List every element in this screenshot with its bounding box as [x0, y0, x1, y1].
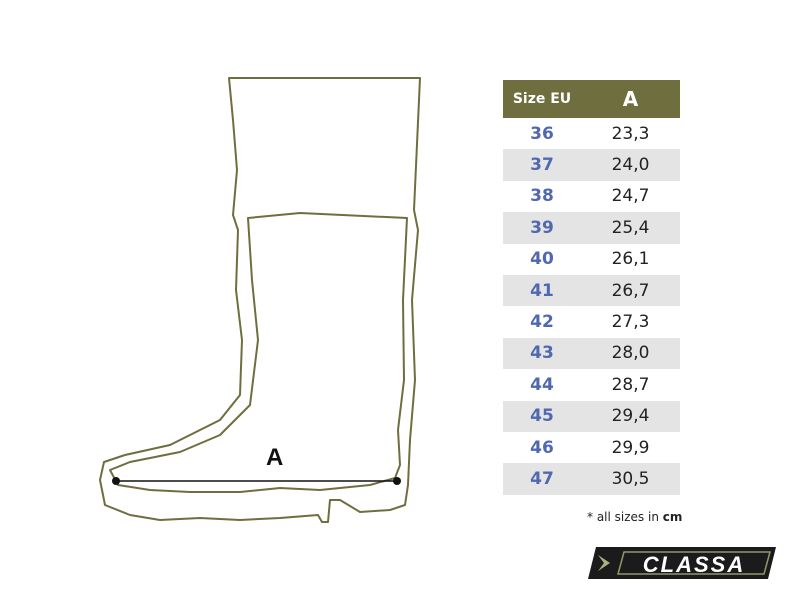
units-note: * all sizes in cm [587, 510, 682, 524]
table-row: 47 30,5 [503, 463, 680, 495]
size-cell: 39 [503, 212, 581, 244]
measure-label: A [266, 444, 284, 471]
a-cell: 27,3 [611, 312, 650, 333]
a-cell: 29,4 [581, 400, 680, 432]
classa-logo: CLASSA [588, 547, 776, 579]
size-cell: 47 [503, 463, 581, 495]
size-cell: 46 [530, 437, 554, 458]
boot-outer-outline [99, 77, 421, 523]
a-cell: 24,0 [581, 149, 680, 181]
size-table: Size EU A 36 23,3 37 24,0 38 24,7 39 25,4 40 26,1… [503, 80, 680, 495]
table-row: 45 29,4 [503, 400, 680, 432]
measure-end-dot [393, 477, 401, 485]
table-row: 37 24,0 [503, 149, 680, 181]
header-a: A [581, 80, 680, 118]
table-row: 41 26,7 [503, 274, 680, 307]
size-cell: 37 [503, 149, 581, 181]
a-cell: 30,5 [581, 463, 680, 495]
table-row: 46 29,9 [503, 432, 680, 463]
table-row: 39 25,4 [503, 212, 680, 244]
note-unit: cm [662, 510, 683, 524]
table-row: 38 24,7 [503, 181, 680, 212]
size-cell: 40 [530, 249, 554, 270]
size-cell: 43 [503, 337, 581, 370]
size-cell: 36 [530, 123, 554, 144]
size-cell: 41 [503, 274, 581, 307]
svg-text:CLASSA: CLASSA [643, 552, 745, 577]
size-cell: 38 [530, 186, 554, 207]
table-row: 36 23,3 [503, 118, 680, 149]
a-cell: 24,7 [611, 186, 650, 207]
table-row: 44 28,7 [503, 369, 680, 400]
header-size: Size EU [503, 80, 581, 118]
table-row: 40 26,1 [503, 244, 680, 275]
note-text: * all sizes in [587, 510, 663, 524]
size-cell: 44 [530, 374, 554, 395]
table-row: 42 27,3 [503, 306, 680, 337]
a-cell: 26,1 [611, 249, 650, 270]
a-cell: 28,0 [581, 337, 680, 370]
size-cell: 45 [503, 400, 581, 432]
a-cell: 23,3 [611, 123, 650, 144]
size-cell: 42 [530, 312, 554, 333]
table-row: 43 28,0 [503, 337, 680, 370]
a-cell: 28,7 [611, 374, 650, 395]
a-cell: 25,4 [581, 212, 680, 244]
a-cell: 29,9 [611, 437, 650, 458]
boot-inner-outline [109, 212, 408, 493]
measure-start-dot [112, 477, 120, 485]
a-cell: 26,7 [581, 274, 680, 307]
